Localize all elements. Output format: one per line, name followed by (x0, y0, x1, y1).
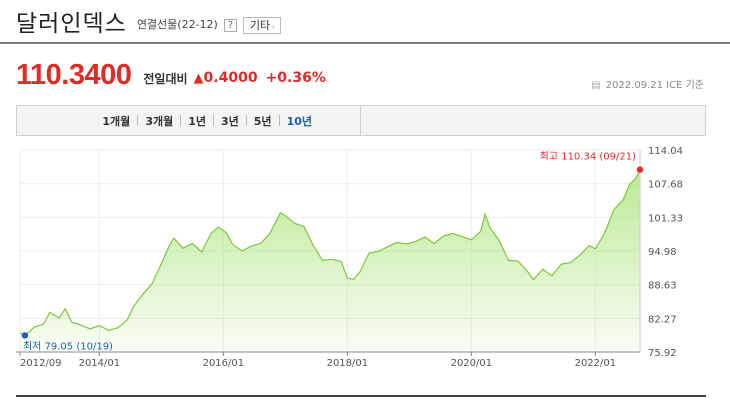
footer-divider (16, 395, 706, 397)
min-label: 최저 79.05 (10/19) (23, 340, 113, 352)
price-chart: 2012/09 2014/01 2016/01 2018/01 2020/01 2022/… (0, 140, 730, 375)
tab-separator (180, 115, 182, 126)
change-percent: +0.36% (265, 70, 326, 86)
up-triangle-icon: ▲ (193, 70, 204, 86)
y-tick-label: 82.27 (648, 314, 677, 325)
x-tick-label: 2020/01 (451, 358, 493, 369)
quote-date-info: ▤ 2022.09.21 ICE 기준 (591, 76, 704, 91)
quote-date: 2022.09.21 (605, 80, 663, 91)
page-title: 달러인덱스 (16, 11, 127, 37)
x-tick-label: 2022/01 (575, 358, 617, 369)
etc-button-label: 기타 (249, 19, 271, 32)
chevron-right-icon: › (272, 23, 275, 31)
header-divider (0, 42, 730, 44)
series-line (19, 169, 641, 337)
period-tab-1개월[interactable]: 1개월 (102, 114, 131, 128)
min-point-marker (21, 332, 29, 339)
y-tick-label: 94.98 (648, 247, 677, 258)
quote-summary: 110.3400 전일대비 ▲ 0.4000 +0.36% ▤ 2022.09.… (16, 58, 706, 92)
tab-separator (213, 115, 214, 126)
y-tick-label: 101.33 (648, 213, 683, 224)
period-tab-5년[interactable]: 5년 (253, 114, 272, 128)
period-tab-1년[interactable]: 1년 (188, 114, 206, 128)
contract-subtitle: 연결선물(22-12) (136, 18, 218, 31)
series-area (20, 169, 640, 352)
tab-separator (245, 115, 247, 126)
x-tick-label: 2018/01 (327, 358, 369, 369)
chart-svg: 2012/09 2014/01 2016/01 2018/01 2020/01 2022/… (16, 146, 683, 369)
help-button[interactable]: ? (223, 19, 237, 32)
period-tab-list: 1개월 3개월 1년 3년 5년 10년 (17, 106, 361, 135)
period-tab-3개월[interactable]: 3개월 (145, 114, 174, 128)
max-label: 최고 110.34 (09/21) (540, 151, 636, 163)
current-price: 110.3400 (16, 58, 132, 91)
y-tick-label: 88.63 (648, 281, 677, 292)
tab-separator (278, 115, 280, 126)
period-tab-10년[interactable]: 10년 (286, 114, 312, 128)
y-tick-label: 75.92 (648, 348, 677, 359)
x-tick-label: 2016/01 (203, 358, 245, 369)
max-point-marker (636, 166, 644, 173)
header: 달러인덱스 연결선물(22-12) ? 기타 › (16, 8, 281, 38)
quote-source: ICE 기준 (666, 80, 704, 91)
x-tick-label: 2014/01 (79, 358, 121, 369)
period-tab-3년[interactable]: 3년 (221, 114, 239, 128)
etc-button[interactable]: 기타 › (242, 17, 281, 34)
change-label: 전일대비 (143, 71, 188, 86)
calendar-icon: ▤ (591, 80, 601, 91)
period-tabs: 1개월 3개월 1년 3년 5년 10년 (16, 105, 706, 136)
y-tick-label: 107.68 (648, 180, 683, 191)
change-value: 0.4000 (203, 70, 258, 86)
y-tick-label: 114.04 (648, 146, 683, 157)
tab-separator (137, 115, 139, 126)
x-tick-label: 2012/09 (20, 358, 62, 369)
